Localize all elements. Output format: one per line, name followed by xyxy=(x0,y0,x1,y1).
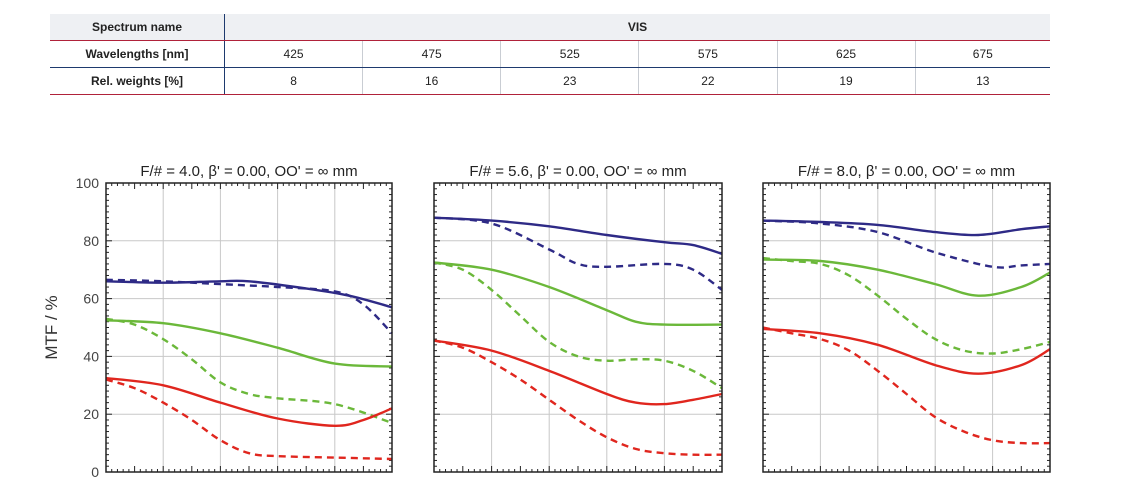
mtf-curve-green-solid xyxy=(433,261,723,327)
mtf-curve-navy-dashed xyxy=(762,219,1051,269)
weight-cell: 13 xyxy=(914,67,1050,95)
spectrum-table: Spectrum name VIS Wavelengths [nm] 425 4… xyxy=(50,14,1050,95)
weight-cell: 8 xyxy=(224,67,363,95)
mtf-curve-green-dashed xyxy=(105,317,393,425)
mtf-curve-green-dashed xyxy=(433,261,723,390)
weight-cell: 19 xyxy=(776,67,916,95)
wavelength-cell: 675 xyxy=(914,40,1050,68)
spectrum-name-value: VIS xyxy=(224,14,1050,41)
weight-cell: 22 xyxy=(638,67,777,95)
plot-frame xyxy=(433,182,723,473)
mtf-curve-red-dashed xyxy=(433,339,723,456)
y-tick-label: 40 xyxy=(83,348,99,364)
panel-title: F/# = 5.6, β' = 0.00, OO' = ∞ mm xyxy=(469,163,686,180)
mtf-curve-navy-solid xyxy=(762,219,1051,237)
wavelengths-row: Wavelengths [nm] 425 475 525 575 625 675 xyxy=(50,40,1050,68)
mtf-curve-red-dashed xyxy=(762,326,1051,445)
panel-title: F/# = 4.0, β' = 0.00, OO' = ∞ mm xyxy=(140,163,357,180)
spectrum-name-label: Spectrum name xyxy=(50,14,225,41)
mtf-panel: F/# = 8.0, β' = 0.00, OO' = ∞ mm xyxy=(762,163,1051,473)
mtf-panel: F/# = 5.6, β' = 0.00, OO' = ∞ mm xyxy=(433,163,723,473)
mtf-curve-navy-solid xyxy=(105,279,393,309)
y-tick-label: 60 xyxy=(83,291,99,307)
wavelength-cell: 525 xyxy=(500,40,639,68)
y-axis-label: MTF / % xyxy=(42,295,61,359)
weight-cell: 23 xyxy=(500,67,639,95)
y-tick-label: 0 xyxy=(91,464,99,480)
mtf-curve-red-solid xyxy=(105,376,393,428)
mtf-curve-red-dashed xyxy=(105,378,393,461)
mtf-panel: F/# = 4.0, β' = 0.00, OO' = ∞ mm xyxy=(105,163,393,473)
mtf-curve-green-solid xyxy=(105,319,393,368)
plot-frame xyxy=(105,182,393,473)
spectrum-row: Spectrum name VIS xyxy=(50,14,1050,41)
panel-title: F/# = 8.0, β' = 0.00, OO' = ∞ mm xyxy=(798,163,1015,180)
weight-cell: 16 xyxy=(362,67,501,95)
mtf-curve-navy-dashed xyxy=(105,278,393,335)
mtf-curve-navy-dashed xyxy=(433,216,723,291)
mtf-curve-green-solid xyxy=(762,258,1051,297)
wavelength-cell: 425 xyxy=(224,40,363,68)
wavelength-cell: 575 xyxy=(638,40,777,68)
mtf-curve-red-solid xyxy=(762,327,1051,375)
plot-frame xyxy=(762,182,1051,473)
y-tick-label: 100 xyxy=(76,175,100,191)
wavelength-cell: 475 xyxy=(362,40,501,68)
weights-row: Rel. weights [%] 8 16 23 22 19 13 xyxy=(50,67,1050,95)
weights-label: Rel. weights [%] xyxy=(50,67,225,95)
wavelength-cell: 625 xyxy=(776,40,916,68)
mtf-curve-navy-solid xyxy=(433,216,723,255)
wavelengths-label: Wavelengths [nm] xyxy=(50,40,225,68)
y-tick-label: 20 xyxy=(83,406,99,422)
y-tick-label: 80 xyxy=(83,233,99,249)
mtf-curve-green-dashed xyxy=(762,256,1051,355)
mtf-curve-red-solid xyxy=(433,339,723,406)
